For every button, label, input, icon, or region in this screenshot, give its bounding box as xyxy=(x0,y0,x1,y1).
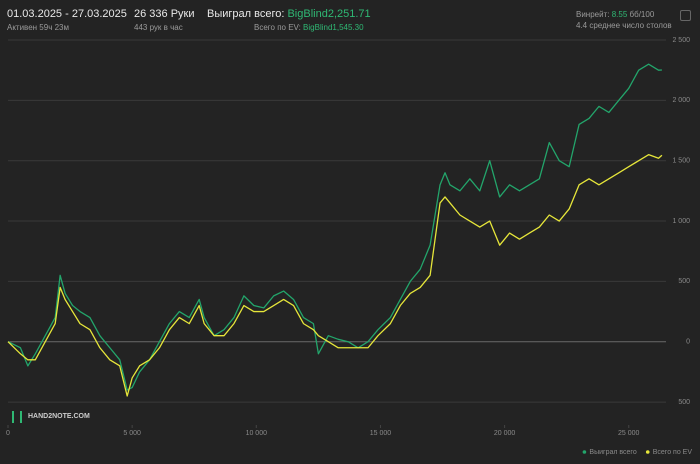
y-tick-label: 2 500 xyxy=(672,37,690,44)
legend-label: Выиграл всего xyxy=(589,449,636,456)
hands-rate: 443 рук в час xyxy=(134,23,183,32)
won-value: BigBlind2,251.71 xyxy=(287,8,371,20)
series-line xyxy=(7,154,663,397)
ev-total: Всего по EV: BigBlind1,545.30 xyxy=(254,23,364,32)
y-tick-label: 0 xyxy=(686,339,690,346)
winrate: Винрейт: 8.55 бб/100 xyxy=(576,10,654,19)
logo-icon xyxy=(12,411,22,423)
x-tick-label: 10 000 xyxy=(246,430,268,437)
x-tick-label: 25 000 xyxy=(618,430,640,437)
date-range: 01.03.2025 - 27.03.2025 xyxy=(7,8,127,20)
winrate-value: 8.55 xyxy=(611,10,628,19)
won-label: Выиграл всего: xyxy=(207,8,285,20)
y-tick-label: 500 xyxy=(678,399,690,406)
winrate-label: Винрейт: xyxy=(576,10,610,19)
settings-icon[interactable] xyxy=(680,10,691,21)
hands: 26 336 Руки xyxy=(134,8,195,20)
won-total: Выиграл всего: BigBlind2,251.71 xyxy=(207,8,371,20)
winrate-unit: бб/100 xyxy=(629,10,655,19)
ev-value: BigBlind1,545.30 xyxy=(303,23,364,32)
y-tick-label: 500 xyxy=(678,278,690,285)
legend-swatch xyxy=(645,450,650,454)
y-tick-label: 1 000 xyxy=(672,218,690,225)
y-tick-label: 2 000 xyxy=(672,97,690,104)
x-tick-label: 15 000 xyxy=(370,430,392,437)
tables: 4.4 среднее число столов xyxy=(576,21,672,30)
y-tick-label: 1 500 xyxy=(672,158,690,165)
logo: HAND2NOTE.COM xyxy=(28,413,90,420)
series-line xyxy=(7,63,662,391)
ev-label: Всего по EV: xyxy=(254,23,301,32)
x-tick-label: 20 000 xyxy=(494,430,516,437)
legend-label: Всего по EV xyxy=(653,449,693,456)
x-tick-label: 0 xyxy=(6,430,10,437)
legend-swatch xyxy=(582,450,587,454)
active-time: Активен 59ч 23м xyxy=(7,23,69,32)
x-tick-label: 5 000 xyxy=(123,430,141,437)
